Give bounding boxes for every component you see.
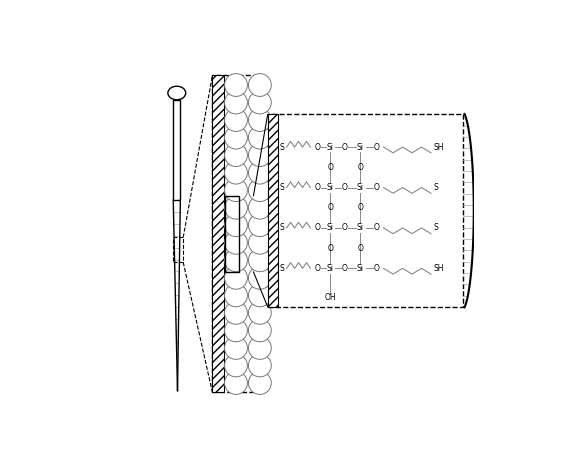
Text: Si: Si	[357, 143, 364, 151]
Circle shape	[225, 284, 247, 307]
Circle shape	[249, 301, 271, 324]
Bar	[213, 75, 224, 393]
Circle shape	[249, 74, 271, 96]
Circle shape	[225, 266, 247, 289]
Text: S: S	[280, 224, 284, 232]
Text: Si: Si	[327, 264, 334, 273]
Text: O: O	[373, 143, 379, 151]
Text: Si: Si	[327, 224, 334, 232]
Text: OH: OH	[324, 293, 336, 302]
Circle shape	[249, 232, 271, 254]
Circle shape	[249, 372, 271, 394]
Bar	[213, 75, 253, 393]
Text: O: O	[373, 264, 379, 273]
Circle shape	[225, 337, 247, 359]
Text: SH: SH	[434, 143, 444, 151]
Circle shape	[225, 354, 247, 377]
Circle shape	[249, 284, 271, 307]
Circle shape	[249, 179, 271, 201]
Text: Si: Si	[357, 264, 364, 273]
Text: O: O	[314, 183, 321, 192]
Circle shape	[249, 214, 271, 237]
Circle shape	[225, 232, 247, 254]
Bar	[173, 238, 183, 263]
Circle shape	[225, 126, 247, 149]
Text: O: O	[327, 244, 333, 253]
Circle shape	[225, 109, 247, 131]
Text: S: S	[280, 264, 284, 273]
Text: S: S	[434, 224, 439, 232]
Circle shape	[249, 354, 271, 377]
Text: O: O	[314, 143, 321, 151]
Circle shape	[249, 266, 271, 289]
Circle shape	[225, 196, 247, 219]
Text: O: O	[342, 183, 347, 192]
Bar	[268, 114, 463, 307]
Text: O: O	[373, 183, 379, 192]
Text: O: O	[357, 203, 364, 212]
Text: O: O	[327, 163, 333, 172]
Circle shape	[225, 74, 247, 96]
Circle shape	[249, 91, 271, 114]
Text: S: S	[280, 183, 284, 192]
Circle shape	[225, 319, 247, 342]
Circle shape	[249, 337, 271, 359]
Circle shape	[225, 372, 247, 394]
Text: O: O	[314, 224, 321, 232]
Circle shape	[225, 91, 247, 114]
Ellipse shape	[168, 86, 186, 100]
Text: Si: Si	[357, 224, 364, 232]
Text: Si: Si	[357, 183, 364, 192]
Text: Si: Si	[327, 183, 334, 192]
Text: O: O	[342, 224, 347, 232]
Bar	[225, 196, 239, 272]
Bar	[268, 114, 277, 307]
Circle shape	[225, 301, 247, 324]
Circle shape	[249, 196, 271, 219]
Circle shape	[249, 144, 271, 167]
Text: O: O	[357, 163, 364, 172]
Circle shape	[249, 109, 271, 131]
Circle shape	[225, 214, 247, 237]
Text: O: O	[314, 264, 321, 273]
Text: O: O	[373, 224, 379, 232]
Circle shape	[249, 249, 271, 272]
Circle shape	[249, 161, 271, 184]
Circle shape	[225, 144, 247, 167]
Text: O: O	[342, 143, 347, 151]
Circle shape	[225, 179, 247, 201]
Text: O: O	[327, 203, 333, 212]
Circle shape	[249, 319, 271, 342]
Circle shape	[225, 161, 247, 184]
Text: S: S	[434, 183, 439, 192]
Circle shape	[225, 249, 247, 272]
Text: O: O	[342, 264, 347, 273]
Text: O: O	[357, 244, 364, 253]
Text: SH: SH	[434, 264, 444, 273]
Text: Si: Si	[327, 143, 334, 151]
Bar	[173, 100, 180, 200]
Text: S: S	[280, 143, 284, 151]
Circle shape	[249, 126, 271, 149]
